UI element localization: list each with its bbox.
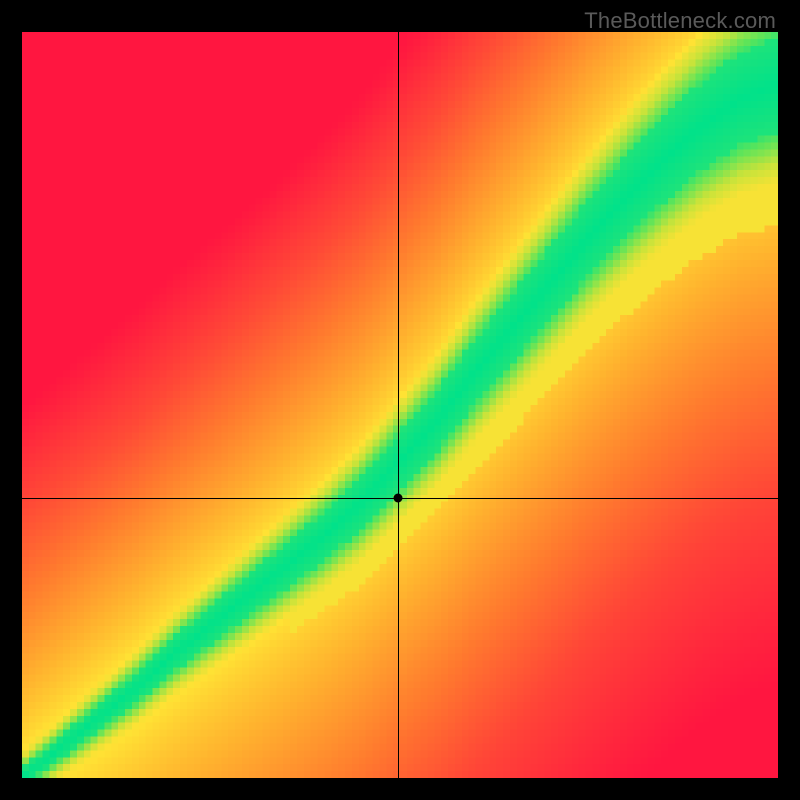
crosshair-vertical: [398, 32, 399, 778]
crosshair-marker-dot: [393, 494, 402, 503]
bottleneck-heatmap: [22, 32, 778, 778]
watermark-text: TheBottleneck.com: [584, 8, 776, 34]
plot-area: [22, 32, 778, 778]
root: TheBottleneck.com: [0, 0, 800, 800]
